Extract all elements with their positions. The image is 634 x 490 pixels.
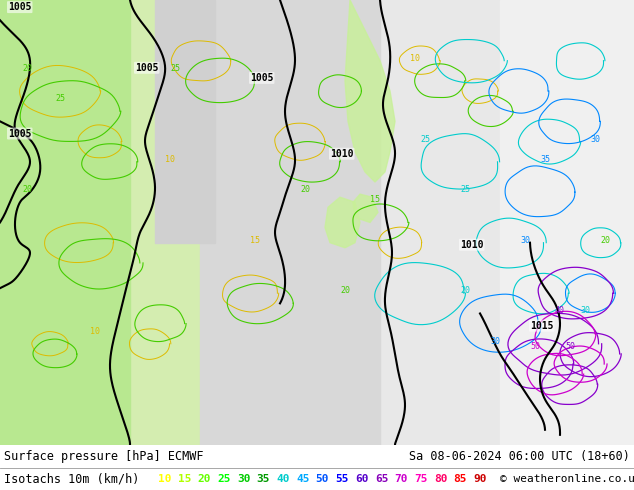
Text: 30: 30 (590, 135, 600, 144)
Text: 15: 15 (250, 236, 260, 245)
Polygon shape (353, 194, 378, 222)
Text: 55: 55 (335, 474, 349, 484)
Text: 1010: 1010 (330, 149, 354, 159)
Text: 85: 85 (453, 474, 467, 484)
Text: 25: 25 (217, 474, 231, 484)
Text: 70: 70 (394, 474, 408, 484)
Text: 50: 50 (565, 342, 575, 351)
Bar (200, 0, 380, 445)
Text: 1005: 1005 (8, 2, 32, 12)
Text: 65: 65 (375, 474, 388, 484)
Text: 1015: 1015 (530, 320, 553, 331)
Text: 35: 35 (540, 155, 550, 164)
Text: 75: 75 (414, 474, 428, 484)
Text: 1005: 1005 (250, 73, 273, 83)
Text: 20: 20 (22, 185, 32, 194)
Text: 30: 30 (490, 337, 500, 346)
Text: 10: 10 (165, 155, 175, 164)
Text: 40: 40 (555, 306, 565, 316)
Text: 30: 30 (520, 236, 530, 245)
Text: 10: 10 (410, 54, 420, 63)
Bar (155, 0, 215, 243)
Text: 35: 35 (257, 474, 270, 484)
Text: 20: 20 (600, 236, 610, 245)
Text: 1005: 1005 (8, 128, 32, 139)
Text: 30: 30 (237, 474, 250, 484)
Text: Surface pressure [hPa] ECMWF: Surface pressure [hPa] ECMWF (4, 450, 204, 464)
Text: © weatheronline.co.uk: © weatheronline.co.uk (500, 474, 634, 484)
Text: 20: 20 (340, 286, 350, 295)
Text: 50: 50 (316, 474, 329, 484)
Text: 10: 10 (158, 474, 172, 484)
Text: 10: 10 (90, 327, 100, 336)
Polygon shape (325, 197, 360, 248)
Text: 90: 90 (474, 474, 487, 484)
Text: Isotachs 10m (km/h): Isotachs 10m (km/h) (4, 472, 139, 486)
Text: 30: 30 (580, 306, 590, 316)
Text: 25: 25 (170, 64, 180, 73)
Text: 25: 25 (55, 94, 65, 103)
Text: 25: 25 (460, 185, 470, 194)
Text: 45: 45 (296, 474, 309, 484)
Polygon shape (345, 0, 395, 182)
Text: 20: 20 (197, 474, 211, 484)
Bar (0, 0, 130, 445)
Bar (310, 0, 634, 445)
Text: 60: 60 (355, 474, 368, 484)
Text: 20: 20 (300, 185, 310, 194)
Text: 50: 50 (530, 342, 540, 351)
Text: 20: 20 (22, 64, 32, 73)
Text: 15: 15 (370, 195, 380, 204)
Text: 25: 25 (420, 135, 430, 144)
Text: 80: 80 (434, 474, 448, 484)
Text: 20: 20 (460, 286, 470, 295)
Text: 40: 40 (276, 474, 290, 484)
Bar (500, 0, 634, 445)
Text: Sa 08-06-2024 06:00 UTC (18+60): Sa 08-06-2024 06:00 UTC (18+60) (409, 450, 630, 464)
Text: 15: 15 (178, 474, 191, 484)
Text: 1005: 1005 (135, 63, 158, 73)
Text: 1010: 1010 (460, 240, 484, 250)
